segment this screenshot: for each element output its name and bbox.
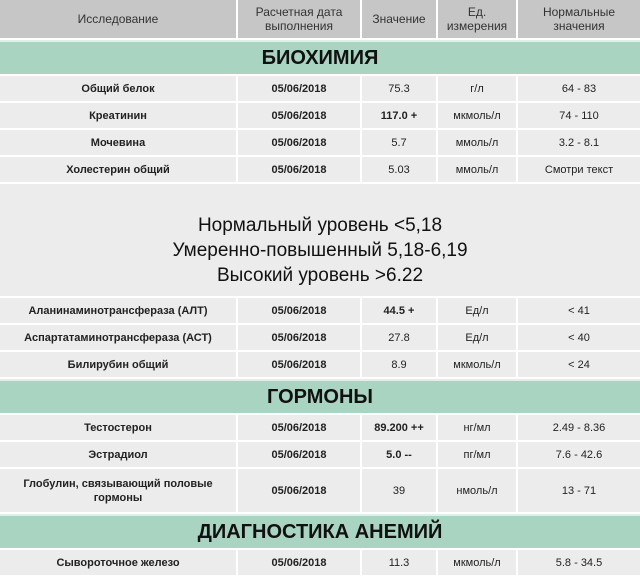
cell-name: Аспартатаминотрансфераза (АСТ) — [0, 325, 238, 350]
section-title: ГОРМОНЫ — [0, 379, 640, 415]
cholesterol-note: Нормальный уровень <5,18 Умеренно-повышен… — [0, 184, 640, 298]
note-line: Нормальный уровень <5,18 — [197, 215, 443, 236]
cell-value: 5.0 -- — [362, 442, 438, 467]
cell-norm: 2.49 - 8.36 — [552, 421, 606, 434]
cell-unit: г/л — [438, 76, 518, 101]
cell-norm: 7.6 - 42.6 — [555, 448, 603, 461]
cell-norm: 74 - 110 — [559, 109, 599, 122]
table-row: Аланинаминотрансфераза (АЛТ) 05/06/2018 44… — [0, 298, 640, 325]
cell-name: Аланинаминотрансфераза (АЛТ) — [0, 298, 238, 323]
cell-value: 117.0 + — [362, 103, 438, 128]
cell-unit: пг/мл — [438, 442, 518, 467]
col-value: Значение — [362, 0, 438, 38]
cell-unit: Ед/л — [438, 298, 518, 323]
cell-unit: мкмоль/л — [438, 550, 518, 575]
cell-unit: мкмоль/л — [438, 103, 518, 128]
cell-norm: 5.8 - 34.5 — [555, 556, 603, 569]
table-row: Сывороточное железо 05/06/2018 11.3 мкмоль/… — [0, 550, 640, 577]
section-title: ДИАГНОСТИКА АНЕМИЙ — [0, 514, 640, 550]
cell-date: 05/06/2018 — [238, 442, 362, 467]
cell-name: Сывороточное железо — [0, 550, 238, 575]
cell-name: Эстрадиол — [0, 442, 238, 467]
table-row: Общий белок 05/06/2018 75.3 г/л 64 - 83 — [0, 76, 640, 103]
note-line: Умеренно-повышенный 5,18-6,19 — [172, 240, 468, 261]
cell-value: 8.9 — [362, 352, 438, 377]
cell-unit: мкмоль/л — [438, 352, 518, 377]
table-row: Мочевина 05/06/2018 5.7 ммоль/л 3.2 - 8.1 — [0, 130, 640, 157]
cell-value: 5.03 — [362, 157, 438, 182]
cell-unit: нмоль/л — [438, 469, 518, 512]
col-norm: Нормальные значения — [542, 5, 616, 33]
cell-date: 05/06/2018 — [238, 352, 362, 377]
cell-date: 05/06/2018 — [238, 103, 362, 128]
cell-value: 11.3 — [362, 550, 438, 575]
cell-value: 44.5 + — [362, 298, 438, 323]
col-name: Исследование — [0, 0, 238, 38]
table-row: Тестостерон 05/06/2018 89.200 ++ нг/мл 2.49 … — [0, 415, 640, 442]
table-row: Холестерин общий 05/06/2018 5.03 ммоль/л Смо… — [0, 157, 640, 184]
cell-date: 05/06/2018 — [238, 469, 362, 512]
cell-unit: ммоль/л — [438, 157, 518, 182]
cell-date: 05/06/2018 — [238, 325, 362, 350]
cell-norm: 64 - 83 — [561, 82, 597, 95]
cell-norm: < 40 — [568, 331, 590, 344]
table-row: Креатинин 05/06/2018 117.0 + мкмоль/л 74 - 1… — [0, 103, 640, 130]
cell-name: Общий белок — [0, 76, 238, 101]
cell-date: 05/06/2018 — [238, 550, 362, 575]
table-row: Аспартатаминотрансфераза (АСТ) 05/06/2018… — [0, 325, 640, 352]
cell-unit: нг/мл — [438, 415, 518, 440]
cell-name: Мочевина — [0, 130, 238, 155]
section-title: БИОХИМИЯ — [0, 40, 640, 76]
cell-date: 05/06/2018 — [238, 76, 362, 101]
cell-name: Глобулин, связывающий половые гормоны — [0, 469, 238, 512]
table-header: Исследование Расчетная дата выполнения З… — [0, 0, 640, 40]
cell-value: 39 — [362, 469, 438, 512]
cell-value: 5.7 — [362, 130, 438, 155]
cell-value: 75.3 — [362, 76, 438, 101]
cell-value: 27.8 — [362, 325, 438, 350]
cell-norm: < 24 — [568, 358, 590, 371]
cell-norm: Смотри текст — [544, 163, 614, 176]
cell-norm: 13 - 71 — [561, 484, 597, 497]
col-unit: Ед. измерения — [438, 0, 518, 38]
table-row: Билирубин общий 05/06/2018 8.9 мкмоль/л < 24 — [0, 352, 640, 379]
cell-norm: < 41 — [568, 304, 590, 317]
cell-unit: Ед/л — [438, 325, 518, 350]
table-row: Глобулин, связывающий половые гормоны 05/… — [0, 469, 640, 514]
cell-date: 05/06/2018 — [238, 415, 362, 440]
cell-name: Билирубин общий — [0, 352, 238, 377]
cell-name: Тестостерон — [0, 415, 238, 440]
cell-date: 05/06/2018 — [238, 298, 362, 323]
cell-date: 05/06/2018 — [238, 130, 362, 155]
cell-value: 89.200 ++ — [362, 415, 438, 440]
note-line: Высокий уровень >6.22 — [216, 265, 424, 286]
cell-name: Холестерин общий — [0, 157, 238, 182]
col-date: Расчетная дата выполнения — [238, 0, 362, 38]
cell-norm: 3.2 - 8.1 — [558, 136, 600, 149]
cell-unit: ммоль/л — [438, 130, 518, 155]
cell-name: Креатинин — [0, 103, 238, 128]
cell-date: 05/06/2018 — [238, 157, 362, 182]
table-row: Эстрадиол 05/06/2018 5.0 -- пг/мл 7.6 - 42.6 — [0, 442, 640, 469]
